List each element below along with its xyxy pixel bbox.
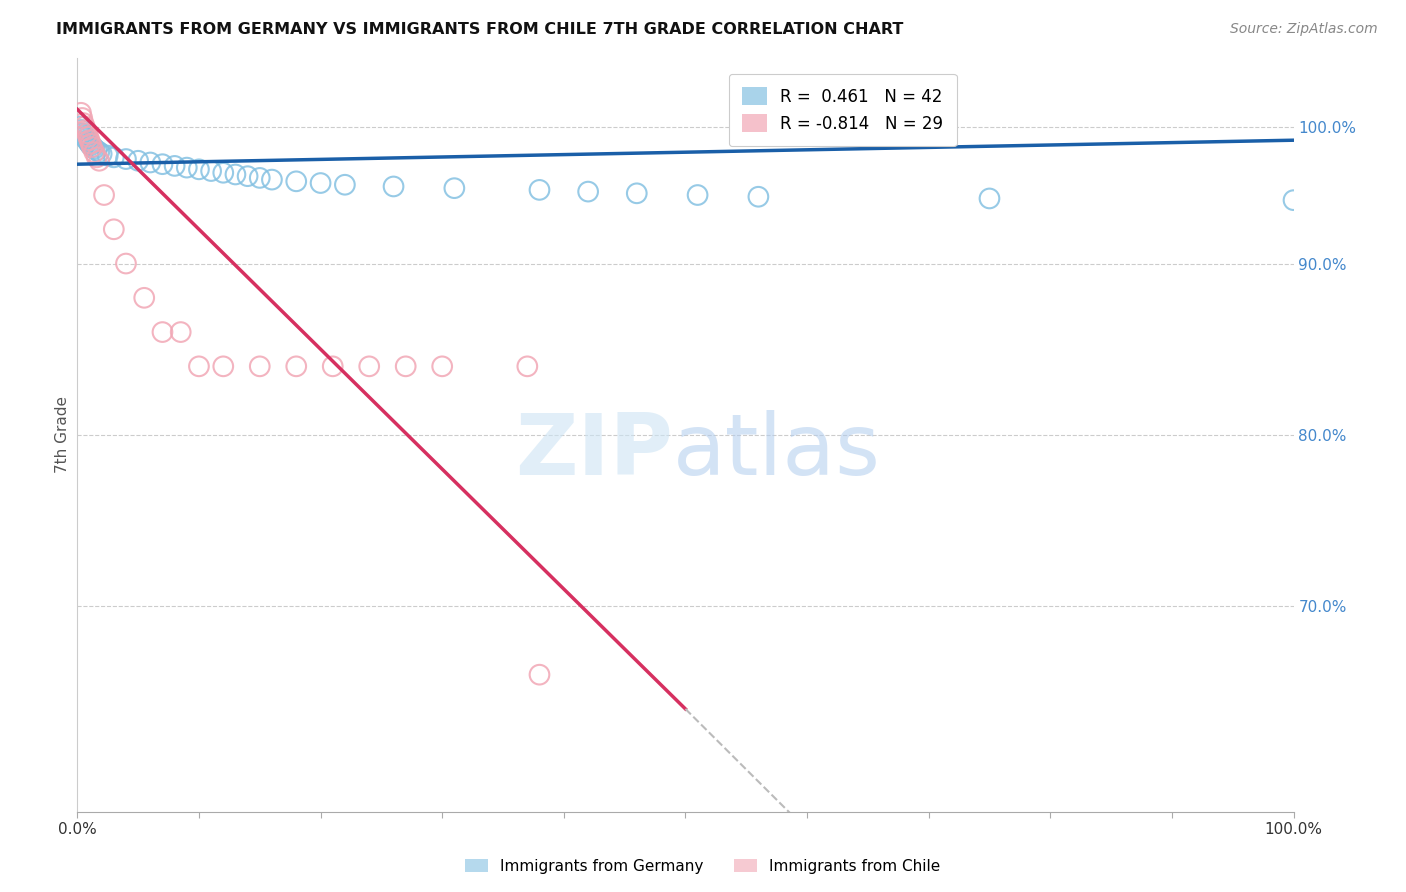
Point <box>249 170 271 185</box>
Point <box>75 123 97 137</box>
Point <box>90 147 112 161</box>
Point <box>93 188 115 202</box>
Point <box>70 123 93 137</box>
Point <box>395 359 418 374</box>
Point <box>285 359 308 374</box>
Point <box>79 133 101 147</box>
Point <box>103 150 125 164</box>
Point <box>576 185 599 199</box>
Point <box>70 105 93 120</box>
Point <box>80 140 103 154</box>
Point <box>76 127 98 141</box>
Point <box>70 111 93 125</box>
Point <box>86 150 108 164</box>
Point <box>516 359 538 374</box>
Point <box>333 178 356 192</box>
Point <box>77 135 100 149</box>
Y-axis label: 7th Grade: 7th Grade <box>55 396 70 474</box>
Point <box>97 148 120 162</box>
Point <box>200 164 222 178</box>
Point <box>236 169 259 184</box>
Point <box>73 129 96 144</box>
Point <box>73 120 96 134</box>
Point <box>89 153 111 168</box>
Point <box>152 325 174 339</box>
Point <box>212 359 235 374</box>
Point <box>76 133 98 147</box>
Point <box>103 222 125 236</box>
Point <box>432 359 454 374</box>
Point <box>382 179 405 194</box>
Point <box>260 172 283 186</box>
Point <box>224 168 246 182</box>
Point <box>115 152 138 166</box>
Point <box>163 159 186 173</box>
Point <box>188 162 211 177</box>
Point <box>249 359 271 374</box>
Point <box>212 166 235 180</box>
Text: IMMIGRANTS FROM GERMANY VS IMMIGRANTS FROM CHILE 7TH GRADE CORRELATION CHART: IMMIGRANTS FROM GERMANY VS IMMIGRANTS FR… <box>56 22 904 37</box>
Point <box>152 157 174 171</box>
Point <box>134 291 156 305</box>
Text: atlas: atlas <box>673 410 882 493</box>
Point <box>443 181 465 195</box>
Point <box>747 190 769 204</box>
Point <box>529 183 551 197</box>
Point <box>115 256 138 270</box>
Point <box>79 136 101 151</box>
Point <box>69 120 91 134</box>
Point <box>686 188 709 202</box>
Point <box>188 359 211 374</box>
Point <box>139 155 162 169</box>
Point <box>322 359 344 374</box>
Point <box>70 127 93 141</box>
Point <box>359 359 381 374</box>
Point <box>77 129 100 144</box>
Point <box>82 140 104 154</box>
Point <box>309 176 332 190</box>
Point <box>75 131 97 145</box>
Point <box>80 136 103 151</box>
Point <box>72 116 94 130</box>
Point <box>176 161 198 175</box>
Point <box>127 153 149 168</box>
Point <box>1282 193 1305 207</box>
Point <box>626 186 648 201</box>
Legend: Immigrants from Germany, Immigrants from Chile: Immigrants from Germany, Immigrants from… <box>460 853 946 880</box>
Point <box>72 128 94 142</box>
Point <box>979 191 1001 205</box>
Point <box>80 138 103 153</box>
Point <box>89 145 111 160</box>
Text: Source: ZipAtlas.com: Source: ZipAtlas.com <box>1230 22 1378 37</box>
Point <box>170 325 193 339</box>
Point <box>529 667 551 681</box>
Point <box>83 142 105 156</box>
Text: ZIP: ZIP <box>516 410 673 493</box>
Point <box>285 174 308 188</box>
Legend: R =  0.461   N = 42, R = -0.814   N = 29: R = 0.461 N = 42, R = -0.814 N = 29 <box>728 74 957 146</box>
Point <box>83 145 105 160</box>
Point <box>86 144 108 158</box>
